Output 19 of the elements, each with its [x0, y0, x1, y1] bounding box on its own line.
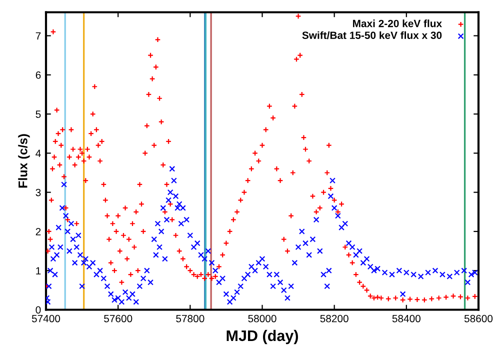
x-tick-label: 57400 — [32, 314, 60, 322]
x-tick-label: 58400 — [392, 314, 420, 322]
x-tick-label: 57600 — [104, 314, 132, 322]
x-axis-title: MJD (day) — [226, 330, 298, 344]
y-tick-label: 5 — [36, 110, 41, 118]
y-axis-title: Flux (c/s) — [18, 134, 30, 188]
y-tick-label: 7 — [36, 32, 41, 40]
x-tick-label: 58200 — [320, 314, 348, 322]
y-tick-label: 6 — [36, 71, 41, 79]
x-tick-label: 58600 — [464, 314, 493, 322]
y-tick-label: 3 — [36, 188, 41, 196]
x-tick-label: 58000 — [248, 314, 276, 322]
y-tick-label: 1 — [36, 267, 41, 274]
y-tick-label: 4 — [36, 150, 41, 157]
legend-label: Swift/Bat 15-50 keV flux x 30 — [302, 31, 442, 40]
legend-label: Maxi 2-20 keV flux — [353, 20, 442, 28]
y-tick-label: 2 — [36, 228, 41, 236]
y-tick-label: 0 — [36, 306, 41, 314]
x-tick-label: 57800 — [176, 314, 204, 322]
